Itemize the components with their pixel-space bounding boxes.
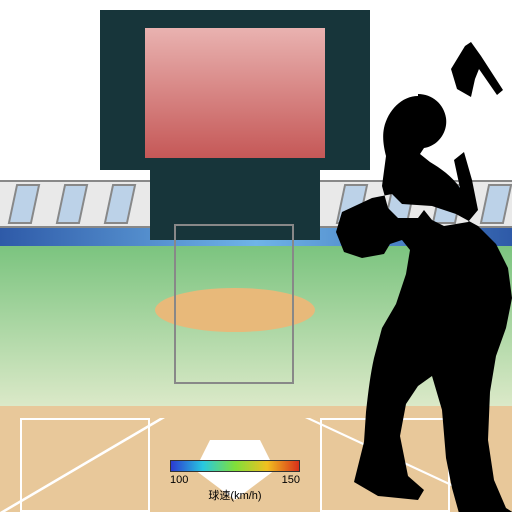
strike-zone [174, 224, 294, 384]
legend-tick-min: 100 [170, 474, 188, 486]
legend-tick-max: 150 [282, 474, 300, 486]
legend-label: 球速(km/h) [170, 487, 300, 503]
batter-box-left [20, 418, 150, 512]
legend-gradient-bar [170, 460, 300, 472]
batter-silhouette [300, 40, 512, 512]
legend-ticks: 100 150 [170, 474, 300, 486]
speed-legend: 100 150 球速(km/h) [170, 460, 300, 503]
baseball-scene: 100 150 球速(km/h) [0, 0, 512, 512]
